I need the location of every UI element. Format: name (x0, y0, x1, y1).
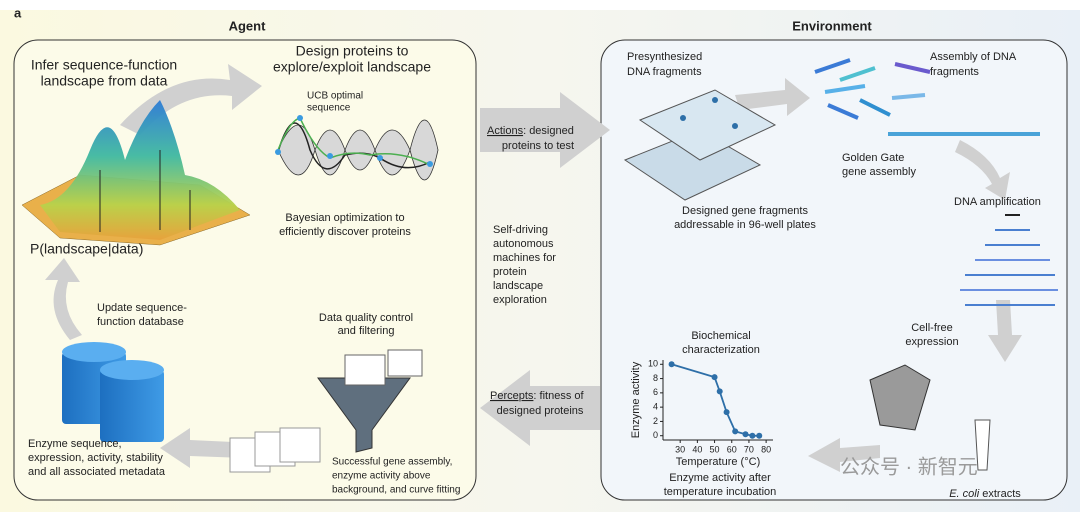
text: P(landscape|data) (30, 241, 143, 257)
y-tick-label: 10 (648, 359, 658, 369)
text: proteins to test (502, 140, 574, 152)
funnel (229, 349, 423, 473)
text: DNA fragments (627, 66, 702, 78)
x-tick-label: 30 (675, 444, 685, 454)
protein (869, 364, 991, 471)
text: background, and curve fitting (332, 485, 460, 496)
text: autonomous (493, 238, 554, 250)
text: expression, activity, stability (28, 452, 163, 464)
x-tick-label: 70 (744, 444, 754, 454)
text: Update sequence- (97, 302, 187, 314)
bayes-plot (275, 115, 439, 181)
text: Successful gene assembly, (332, 457, 452, 468)
text: UCB optimal (307, 91, 363, 102)
text: and all associated metadata (28, 466, 166, 478)
text: Infer sequence-function (31, 57, 177, 73)
species: E. coli (949, 488, 980, 500)
text: DNA amplification (954, 196, 1041, 208)
text: efficiently discover proteins (279, 226, 411, 238)
text: designed proteins (497, 405, 584, 417)
text: exploration (493, 294, 547, 306)
data-point (723, 409, 730, 416)
plates (623, 89, 777, 201)
database-icon (62, 342, 164, 442)
text: sequence (307, 103, 351, 114)
labels: a Agent Environment Infer sequence-funct… (14, 5, 1041, 499)
agent-title: Agent (229, 18, 267, 33)
data-point (749, 432, 756, 439)
dna-fragments (814, 58, 1040, 136)
text: Actions: designed (487, 125, 574, 137)
data-point (716, 388, 723, 395)
text: fragments (930, 66, 979, 78)
text: extracts (979, 488, 1021, 500)
x-tick-label: 50 (710, 444, 720, 454)
y-tick-label: 6 (653, 387, 658, 397)
x-tick-label: 40 (692, 444, 702, 454)
text: machines for (493, 252, 556, 264)
text: Bayesian optimization to (285, 212, 404, 224)
y-tick-label: 8 (653, 373, 658, 383)
text: Enzyme sequence, (28, 438, 122, 450)
text: and filtering (338, 325, 395, 337)
text: : designed (523, 125, 574, 137)
text: Self-driving (493, 224, 548, 236)
agent-panel (13, 39, 477, 501)
text: protein (493, 266, 527, 278)
watermark: 公众号 · 新智元 (840, 455, 978, 478)
text: Cell-free (911, 322, 953, 334)
text: Biochemical (691, 330, 750, 342)
data-point (742, 431, 749, 438)
y-tick-label: 4 (653, 402, 658, 412)
x-axis-label: Temperature (°C) (676, 456, 760, 468)
text: landscape (493, 280, 543, 292)
y-axis-label: Enzyme activity (630, 361, 642, 438)
x-tick-label: 80 (761, 444, 771, 454)
text: Enzyme activity after (669, 472, 771, 484)
text: Percepts: fitness of (490, 390, 584, 402)
environment-title: Environment (792, 18, 872, 33)
data-point (732, 428, 739, 435)
panel-label: a (14, 5, 22, 20)
data-point (711, 374, 718, 381)
text: Design proteins to (296, 43, 409, 59)
landscape (21, 100, 251, 246)
text: characterization (682, 344, 760, 356)
text: Presynthesized (627, 51, 702, 63)
y-tick-label: 0 (653, 430, 658, 440)
text: gene assembly (842, 166, 916, 178)
text: landscape from data (41, 73, 168, 89)
data-point (756, 432, 763, 439)
text: Data quality control (319, 312, 413, 324)
data-point (668, 361, 675, 368)
text: function database (97, 316, 184, 328)
x-tick-label: 60 (727, 444, 737, 454)
text: Designed gene fragments (682, 205, 808, 217)
amplified-dna (960, 214, 1058, 306)
keyword: Actions (487, 125, 524, 137)
text: explore/exploit landscape (273, 59, 431, 75)
text: Golden Gate (842, 152, 904, 164)
text: addressable in 96-well plates (674, 219, 816, 231)
keyword: Percepts (490, 390, 534, 402)
text: E. coli extracts (949, 488, 1021, 500)
text: Assembly of DNA (930, 51, 1017, 63)
text: enzyme activity above (332, 471, 431, 482)
y-tick-label: 2 (653, 416, 658, 426)
text: temperature incubation (664, 486, 777, 498)
text: expression (905, 336, 958, 348)
text: : fitness of (533, 390, 584, 402)
enzyme-plot: 30 40 50 60 70 80 0 2 4 6 8 10 Temperature (°C) Enzym… (630, 359, 773, 468)
